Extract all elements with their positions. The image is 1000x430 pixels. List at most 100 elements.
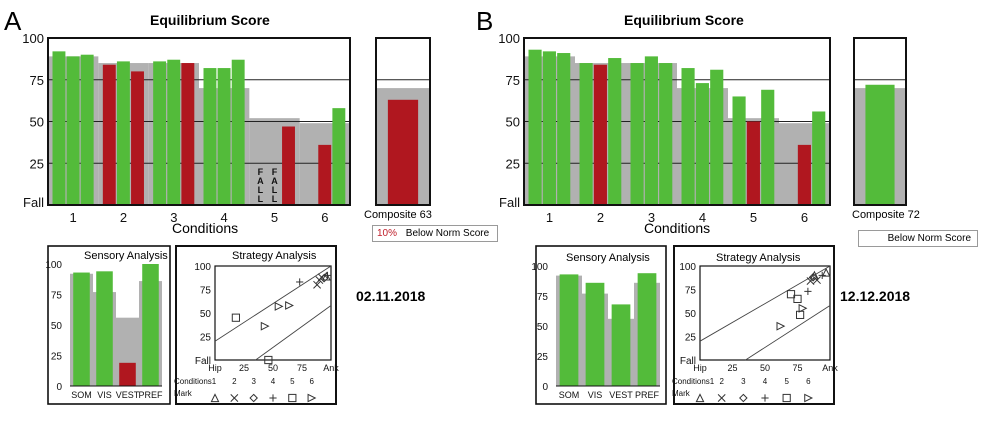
sensory-y-tick: 25 [537,352,549,363]
trial-bar [282,126,295,205]
triangle-marker [809,270,819,280]
triangle-legend-marker [210,393,220,403]
equilibrium-frame [47,37,351,206]
trial-bar [116,61,130,205]
y-tick-label: Fall [499,195,520,210]
conditions-axis-label: Conditions [172,220,239,236]
strategy-x-tick: 50 [760,363,770,373]
trial-bar [659,63,673,205]
sensory-category-label: VIS [588,390,603,400]
square-legend-marker [288,393,297,403]
strategy-x-tick: 75 [792,363,802,373]
trial-bar [203,68,217,205]
y-tick-label: 100 [22,31,44,46]
x-tick-label: 4 [221,210,228,225]
strategy-y-tick: Fall [680,356,696,367]
triangle-marker-shape [321,271,331,281]
equilibrium-title: Equilibrium Score [624,12,744,28]
triangle-right-marker [798,303,808,313]
composite-bar [387,99,419,205]
composite-frame [853,37,907,206]
norm-boundary-line [745,305,831,361]
composite-frame [375,37,431,206]
trial-bar [66,56,80,206]
sensory-y-tick: 0 [542,382,548,393]
square-marker-shape [231,313,240,322]
trial-bar [630,63,644,205]
cross-marker [813,276,821,285]
x-tick-label: 1 [546,210,553,225]
trial-bar [181,63,195,205]
strategy-plot-frame [699,265,831,361]
sensory-y-tick: 75 [537,292,549,303]
legend-text: Below Norm Score [887,233,971,244]
x-tick-label: 2 [120,210,127,225]
trial-bar [217,68,231,205]
triangle-right-marker-shape [776,321,786,331]
fall-marker-letter: A [271,176,278,186]
y-tick-label: 50 [30,115,44,130]
triangle-marker-shape [210,393,220,403]
sensory-y-tick: 0 [56,382,62,393]
trial-bar [153,61,167,205]
square-legend-marker [782,393,791,403]
condition-number: 5 [290,377,295,386]
conditions-legend-label: Conditions1 [672,377,715,386]
composite-label: Composite 72 [852,209,920,221]
condition-number: 2 [232,377,237,386]
strategy-plot-frame [214,265,332,361]
sensory-bar [611,304,631,386]
sensory-y-tick: 50 [51,321,63,332]
trial-bar [593,64,607,205]
condition-number: 4 [271,377,276,386]
plus-marker [804,287,812,295]
legend-text: Below Norm Score [405,228,490,239]
trial-bar [542,51,556,205]
triangle-right-marker [285,301,294,310]
diamond-legend-marker [739,393,748,403]
square-marker-shape [288,393,297,403]
sensory-category-label: VIS [97,390,112,400]
square-marker [796,310,805,319]
trial-bar [131,71,144,206]
sensory-bar [585,282,605,386]
sensory-bar [637,273,657,386]
norm-boundary-line [255,305,332,361]
fall-marker-letter: L [272,194,278,204]
diamond-marker-shape [319,273,329,283]
y-tick-label: 25 [30,156,44,171]
plus-marker [323,271,332,279]
strategy-x-tick: Ank [822,363,838,373]
equilibrium-title: Equilibrium Score [150,12,270,28]
y-tick-label: 75 [506,73,520,88]
square-marker [786,290,796,299]
diamond-legend-marker [249,393,258,403]
diamond-marker-shape [808,272,818,282]
square-marker-shape [786,290,796,299]
trial-bar [318,144,332,205]
strategy-y-tick: 75 [685,286,697,297]
diamond-marker [808,272,818,282]
trial-bar [608,58,622,205]
cross-stroke [717,394,726,402]
sensory-category-label: VEST [116,390,140,400]
test-date: 12.12.2018 [840,288,911,304]
condition-number: 4 [763,377,768,386]
sensory-category-label: SOM [71,390,92,400]
diamond-marker [319,273,329,283]
plus-legend-marker [761,394,769,402]
strategy-y-tick: 50 [685,309,697,320]
triangle-right-marker-shape [285,301,294,310]
sensory-y-tick: 75 [51,291,63,302]
square-marker-shape [264,355,273,365]
condition-number: 6 [806,377,811,386]
sensory-bar [119,362,136,386]
square-marker-shape [793,294,802,303]
triangle-right-legend-marker [307,393,317,403]
fall-marker-letter: F [258,167,264,177]
trial-bar [644,56,658,206]
strategy-x-tick: 25 [239,363,249,373]
mark-legend-label: Mark [174,389,193,398]
sensory-category-label: PREF [138,390,163,400]
sensory-bar [559,274,579,386]
